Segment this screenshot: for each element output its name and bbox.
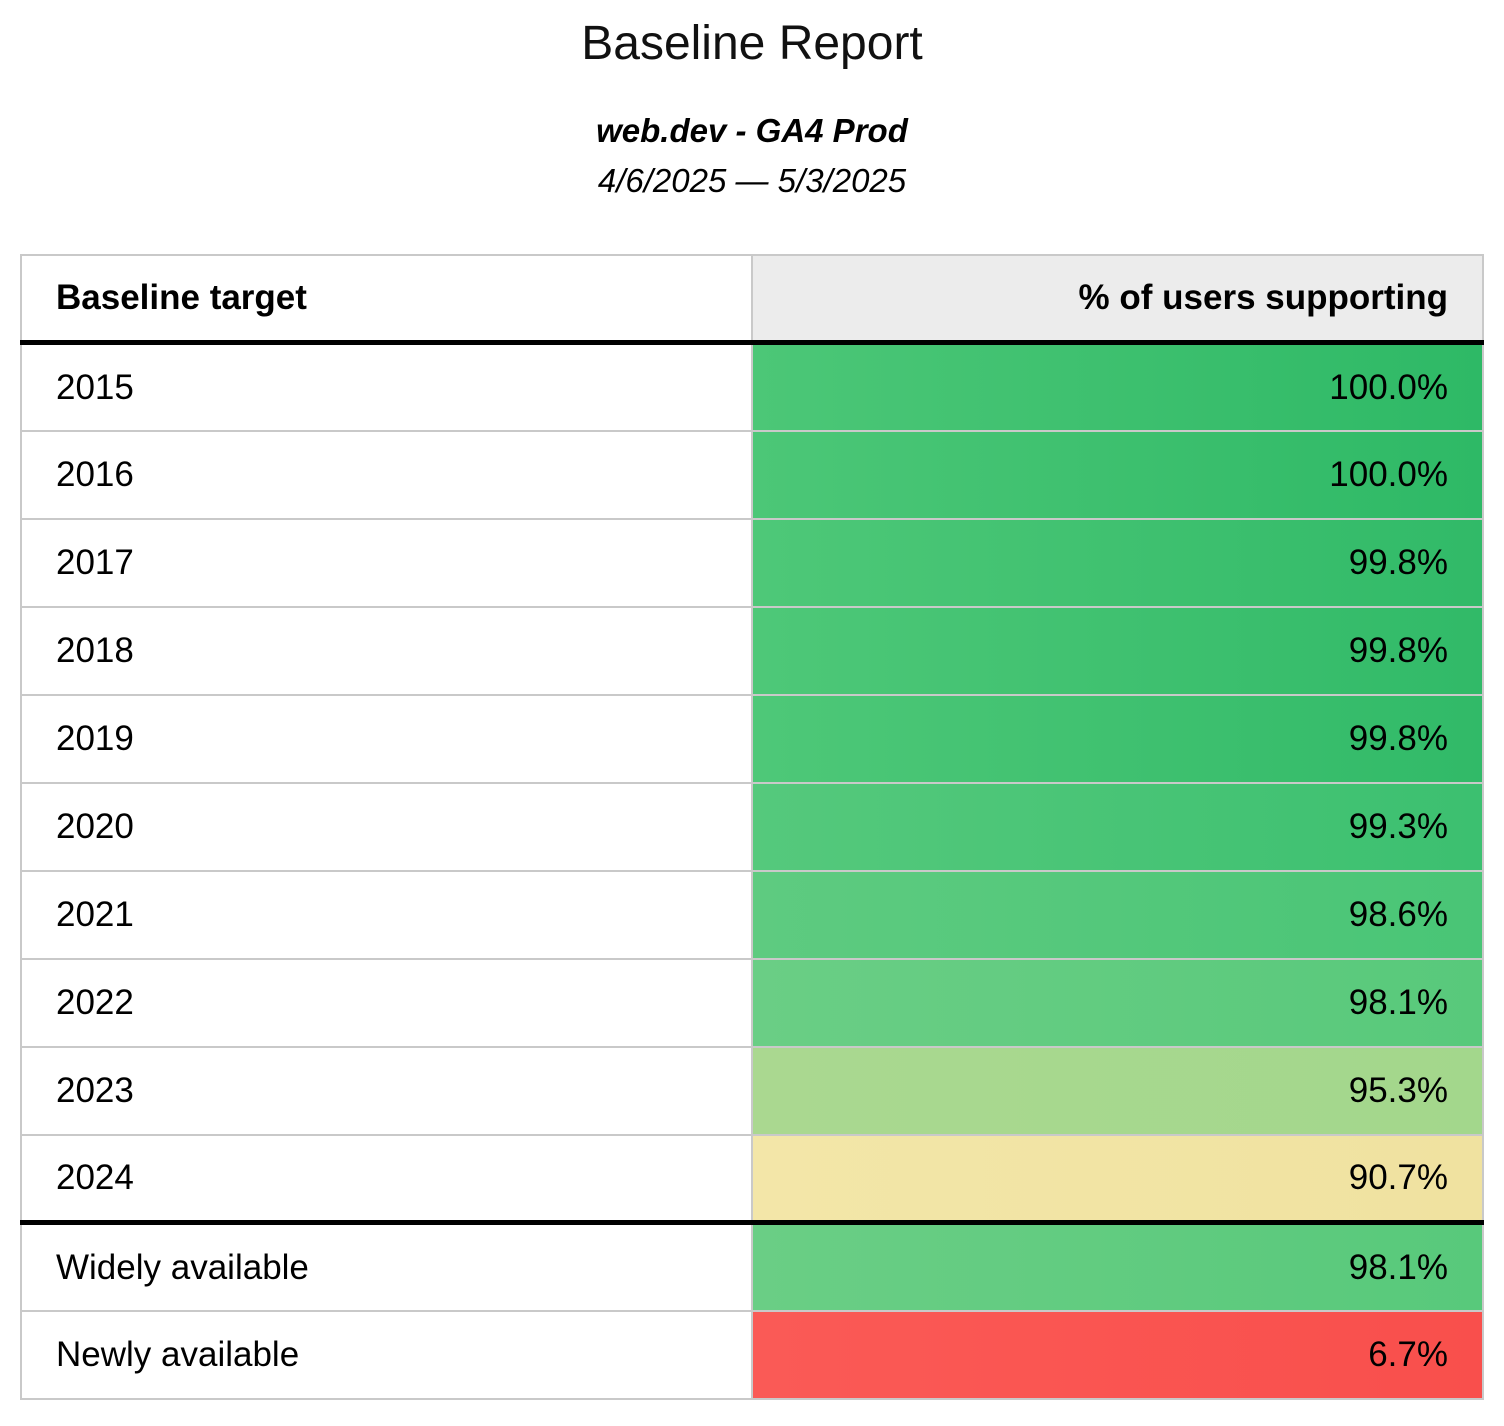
baseline-target-cell: 2023: [20, 1045, 753, 1136]
baseline-target-cell: Widely available: [20, 1221, 753, 1312]
table-row: 2023 95.3%: [20, 1045, 1484, 1136]
report-date-range: 4/6/2025 — 5/3/2025: [597, 162, 907, 200]
page-title: Baseline Report: [581, 17, 923, 70]
column-header-baseline-target: Baseline target: [20, 253, 753, 346]
baseline-target-cell: 2020: [20, 781, 753, 872]
support-percent-cell: 6.7%: [751, 1309, 1484, 1400]
support-percent-cell: 100.0%: [751, 341, 1484, 432]
baseline-target-cell: 2022: [20, 957, 753, 1048]
baseline-target-cell: 2018: [20, 605, 753, 696]
table-row: 2022 98.1%: [20, 957, 1484, 1048]
table-row: 2016 100.0%: [20, 429, 1484, 520]
table-row: Widely available 98.1%: [20, 1221, 1484, 1312]
table-row: 2017 99.8%: [20, 517, 1484, 608]
support-percent-cell: 99.8%: [751, 693, 1484, 784]
support-percent-cell: 90.7%: [751, 1133, 1484, 1226]
baseline-target-cell: 2024: [20, 1133, 753, 1226]
table-row: 2015 100.0%: [20, 341, 1484, 432]
table-row: 2018 99.8%: [20, 605, 1484, 696]
baseline-target-cell: 2019: [20, 693, 753, 784]
table-row: Newly available 6.7%: [20, 1309, 1484, 1400]
support-percent-cell: 98.1%: [751, 957, 1484, 1048]
baseline-target-cell: Newly available: [20, 1309, 753, 1400]
table-row: 2020 99.3%: [20, 781, 1484, 872]
support-percent-cell: 98.6%: [751, 869, 1484, 960]
support-percent-cell: 99.8%: [751, 517, 1484, 608]
baseline-target-cell: 2016: [20, 429, 753, 520]
table-row: 2019 99.8%: [20, 693, 1484, 784]
support-percent-cell: 95.3%: [751, 1045, 1484, 1136]
table-header-row: Baseline target % of users supporting: [20, 253, 1484, 346]
column-header-percent-supporting: % of users supporting: [751, 253, 1484, 346]
baseline-target-cell: 2017: [20, 517, 753, 608]
table-row: 2024 90.7%: [20, 1133, 1484, 1226]
support-percent-cell: 100.0%: [751, 429, 1484, 520]
support-percent-cell: 98.1%: [751, 1221, 1484, 1312]
support-percent-cell: 99.8%: [751, 605, 1484, 696]
baseline-target-cell: 2015: [20, 341, 753, 432]
support-percent-cell: 99.3%: [751, 781, 1484, 872]
table-row: 2021 98.6%: [20, 869, 1484, 960]
report-subtitle: web.dev - GA4 Prod: [596, 112, 908, 150]
baseline-report-table: Baseline target % of users supporting 20…: [20, 253, 1484, 1400]
baseline-target-cell: 2021: [20, 869, 753, 960]
